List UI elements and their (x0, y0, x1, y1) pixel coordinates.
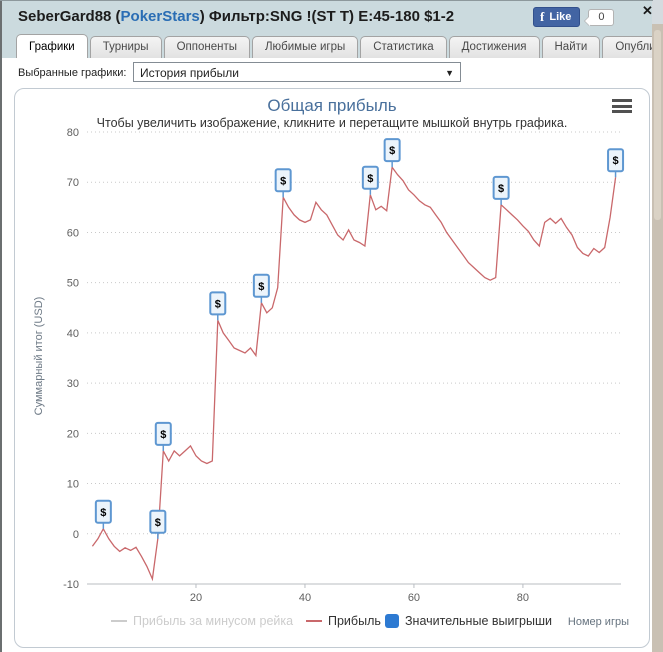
scrollbar-thumb[interactable] (654, 30, 661, 220)
win-flag[interactable] (154, 421, 172, 446)
win-flag[interactable] (94, 499, 112, 524)
y-tick-label: 60 (67, 227, 79, 239)
y-tick-label: 70 (67, 177, 79, 189)
legend-item-wins[interactable]: Значительные выигрыши (405, 614, 552, 628)
legend-item-profit[interactable]: Прибыль (328, 614, 381, 628)
player-name: SeberGard88 ( (18, 8, 121, 25)
flag-symbol: $ (100, 507, 106, 519)
win-flag[interactable] (383, 138, 401, 163)
flag-symbol: $ (215, 298, 221, 310)
win-flag[interactable] (209, 291, 227, 316)
chart-title: Общая прибыль (267, 96, 397, 115)
scrollbar-track (652, 0, 663, 652)
tab-item-1[interactable]: Турниры (89, 36, 162, 58)
x-axis-title: Номер игры (568, 616, 629, 628)
flag-symbol: $ (498, 183, 504, 195)
like-label: Like (549, 10, 572, 23)
tab-item-2[interactable]: Оппоненты (163, 36, 250, 58)
profit-chart[interactable]: 80 70 60 50 40 30 20 10 0 -10 20 40 60 80 $ $ $ $ $ $ $ $ $ $ Пр… (15, 89, 649, 645)
win-flag[interactable] (492, 175, 510, 200)
window-edge (0, 0, 2, 652)
x-tick-label: 20 (190, 592, 202, 604)
flag-symbol: $ (612, 155, 618, 167)
win-flag[interactable] (361, 165, 379, 190)
tab-item-3[interactable]: Любимые игры (252, 36, 359, 58)
filter-summary: ) Фильтр:SNG !(ST T) E:45-180 $1-2 (199, 8, 455, 25)
win-flag[interactable] (607, 148, 625, 173)
page-title: SeberGard88 (PokerStars) Фильтр:SNG !(ST… (18, 8, 454, 25)
tab-item-6[interactable]: Найти (541, 36, 601, 58)
x-tick-label: 60 (408, 592, 420, 604)
flag-symbol: $ (280, 175, 286, 187)
x-tick-label: 40 (299, 592, 311, 604)
flag-symbol: $ (258, 281, 264, 293)
close-icon[interactable]: ✕ (642, 3, 653, 18)
chart-panel: Общая прибыль Чтобы увеличить изображени… (14, 88, 650, 648)
chart-select-value: История прибыли (140, 66, 239, 80)
chart-menu-icon[interactable] (612, 99, 632, 113)
win-flag[interactable] (274, 168, 292, 193)
legend-item-rake[interactable]: Прибыль за минусом рейка (133, 614, 293, 628)
facebook-like-widget: f Like 0 (533, 7, 615, 27)
facebook-logo-icon: f (540, 9, 545, 24)
legend-swatch-wins[interactable] (385, 614, 399, 628)
scrollbar-cap (652, 0, 663, 24)
y-tick-label: 50 (67, 278, 79, 290)
win-flag[interactable] (252, 273, 270, 298)
y-tick-label: 10 (67, 479, 79, 491)
like-count-badge: 0 (584, 8, 615, 26)
chart-select-label: Выбранные графики: (18, 67, 127, 79)
win-flag[interactable] (149, 509, 167, 534)
chart-select[interactable]: История прибыли ▼ (133, 62, 461, 82)
tab-bar: Графики Турниры Оппоненты Любимые игры Стати… (16, 34, 663, 58)
y-tick-label: 40 (67, 328, 79, 340)
tab-item-7[interactable]: Опубликовать (602, 36, 663, 58)
flag-symbol: $ (160, 429, 166, 441)
y-tick-label: -10 (63, 579, 79, 591)
facebook-like-button[interactable]: f Like (533, 7, 581, 27)
pokerstars-link[interactable]: PokerStars (120, 8, 200, 25)
y-tick-label: 30 (67, 378, 79, 390)
tab-item-0[interactable]: Графики (16, 34, 88, 58)
profit-line (91, 165, 617, 582)
flag-symbol: $ (367, 173, 373, 185)
y-tick-label: 20 (67, 428, 79, 440)
flag-symbol: $ (389, 145, 395, 157)
x-tick-label: 80 (517, 592, 529, 604)
chevron-down-icon: ▼ (445, 68, 454, 78)
flag-symbol: $ (155, 517, 161, 529)
chart-subtitle: Чтобы увеличить изображение, кликните и … (96, 116, 568, 130)
tab-item-5[interactable]: Достижения (448, 36, 540, 58)
y-tick-label: 0 (73, 529, 79, 541)
header-bar: SeberGard88 (PokerStars) Фильтр:SNG !(ST… (0, 0, 663, 58)
y-tick-label: 80 (67, 127, 79, 139)
tab-item-4[interactable]: Статистика (360, 36, 447, 58)
window-edge-top (0, 0, 653, 1)
